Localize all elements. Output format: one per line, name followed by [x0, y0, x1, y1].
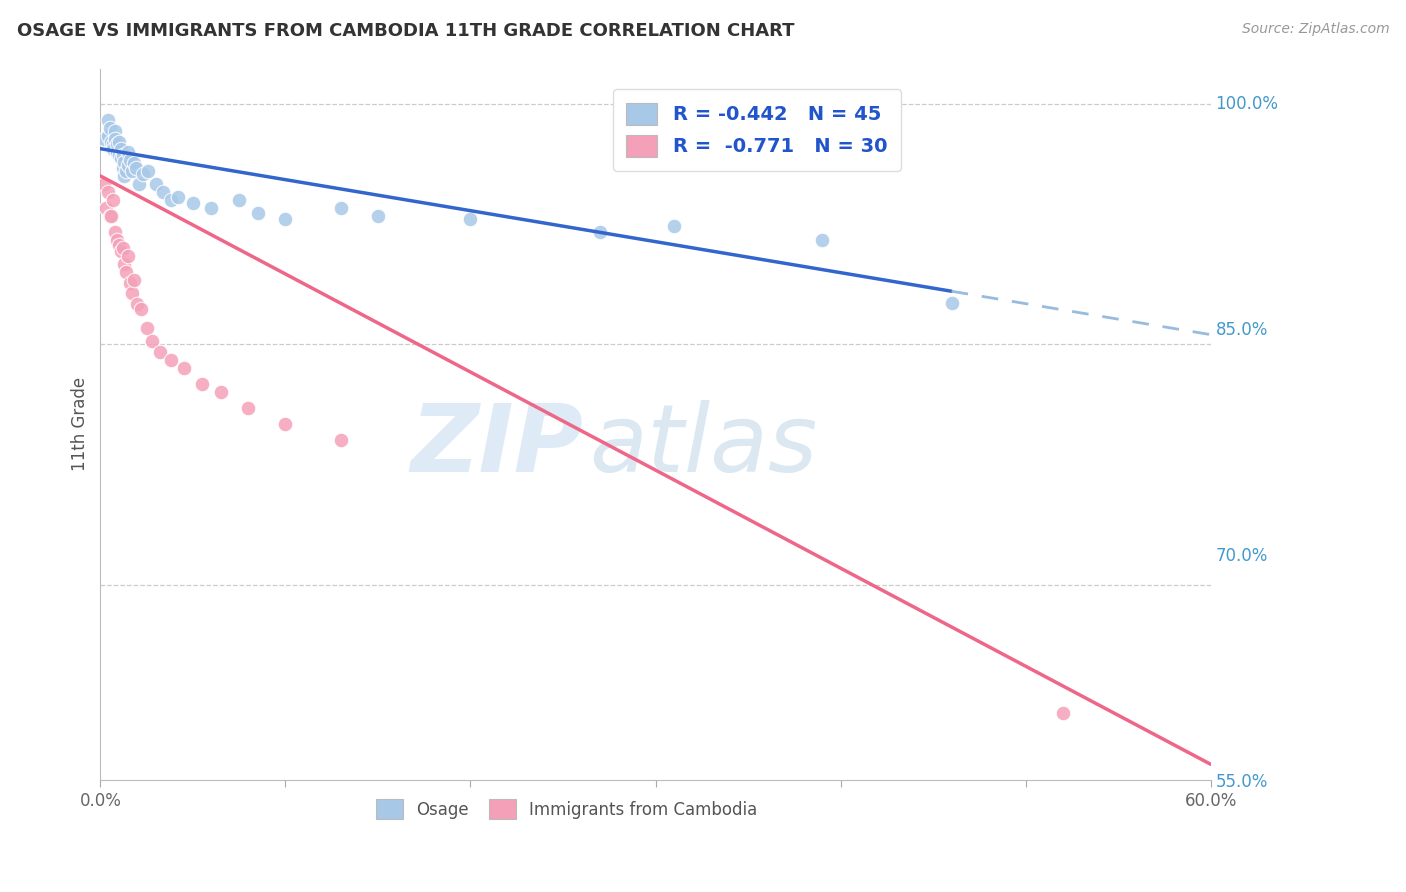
Y-axis label: 11th Grade: 11th Grade — [72, 377, 89, 472]
Point — [148, 345, 170, 359]
Point — [111, 148, 134, 162]
Point — [662, 219, 685, 233]
Point — [100, 135, 122, 149]
Point — [124, 161, 146, 175]
Point — [112, 257, 135, 271]
Text: ZIP: ZIP — [411, 400, 583, 491]
Point — [329, 201, 352, 215]
Point — [329, 434, 352, 448]
Point — [238, 401, 260, 416]
Point — [132, 167, 155, 181]
Text: Source: ZipAtlas.com: Source: ZipAtlas.com — [1241, 22, 1389, 37]
Point — [110, 142, 132, 156]
Point — [246, 206, 269, 220]
Point — [112, 169, 135, 183]
Point — [103, 136, 125, 151]
Point — [105, 233, 128, 247]
Point — [460, 212, 482, 227]
Point — [173, 361, 195, 376]
Point — [115, 265, 138, 279]
Point — [129, 301, 152, 316]
Point — [118, 277, 141, 291]
Point — [98, 209, 121, 223]
Point — [111, 241, 134, 255]
Point — [138, 164, 160, 178]
Point — [117, 158, 139, 172]
Point — [209, 385, 232, 400]
Point — [159, 353, 181, 368]
Point — [200, 201, 222, 215]
Point — [121, 285, 143, 300]
Point — [589, 225, 612, 239]
Point — [105, 136, 128, 151]
Point — [367, 209, 389, 223]
Point — [104, 132, 127, 146]
Point — [108, 238, 131, 252]
Point — [97, 112, 120, 127]
Point — [167, 190, 190, 204]
Legend: Osage, Immigrants from Cambodia: Osage, Immigrants from Cambodia — [370, 793, 763, 825]
Point — [108, 135, 131, 149]
Point — [97, 128, 120, 143]
Point — [274, 212, 297, 227]
Point — [100, 209, 122, 223]
Point — [117, 145, 139, 159]
Point — [941, 295, 963, 310]
Point — [105, 145, 128, 159]
Point — [93, 132, 115, 146]
Point — [122, 156, 145, 170]
Point — [103, 142, 125, 156]
Point — [1052, 706, 1074, 720]
Text: OSAGE VS IMMIGRANTS FROM CAMBODIA 11TH GRADE CORRELATION CHART: OSAGE VS IMMIGRANTS FROM CAMBODIA 11TH G… — [17, 22, 794, 40]
Point — [111, 161, 134, 175]
Text: atlas: atlas — [589, 401, 817, 491]
Point — [181, 196, 204, 211]
Point — [110, 244, 132, 259]
Point — [122, 273, 145, 287]
Point — [112, 154, 135, 169]
Point — [191, 377, 214, 392]
Point — [811, 233, 834, 247]
Point — [228, 193, 250, 207]
Point — [145, 177, 167, 191]
Point — [108, 148, 131, 162]
Point — [98, 120, 121, 135]
Point — [152, 185, 174, 199]
Point — [141, 334, 163, 348]
Point — [104, 225, 127, 239]
Point — [117, 249, 139, 263]
Point — [110, 151, 132, 165]
Point — [159, 193, 181, 207]
Point — [103, 193, 125, 207]
Point — [93, 177, 115, 191]
Point — [115, 164, 138, 178]
Point — [118, 153, 141, 167]
Point — [274, 417, 297, 432]
Point — [104, 124, 127, 138]
Point — [135, 321, 157, 335]
Point — [97, 185, 120, 199]
Point — [121, 164, 143, 178]
Point — [128, 177, 150, 191]
Point — [94, 201, 117, 215]
Point — [127, 297, 149, 311]
